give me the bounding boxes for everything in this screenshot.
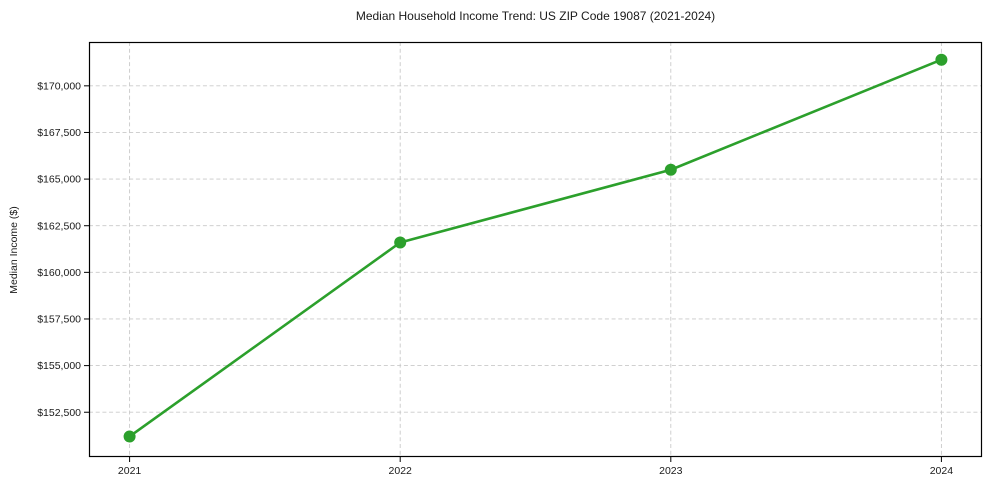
x-tick-label: 2023 <box>659 465 683 477</box>
y-tick-label: $152,500 <box>37 407 81 419</box>
x-tick-label: 2021 <box>118 465 142 477</box>
x-tick-label: 2022 <box>389 465 413 477</box>
y-tick-label: $157,500 <box>37 314 81 326</box>
chart-title: Median Household Income Trend: US ZIP Co… <box>355 9 716 23</box>
y-tick-label: $162,500 <box>37 220 81 232</box>
y-tick-label: $165,000 <box>37 174 81 186</box>
data-point <box>664 163 677 176</box>
trend-line <box>128 58 943 438</box>
x-tick-label: 2024 <box>930 465 954 477</box>
y-tick-label: $170,000 <box>37 80 81 92</box>
data-point <box>394 236 407 249</box>
y-tick-label: $160,000 <box>37 267 81 279</box>
data-point <box>123 430 136 443</box>
y-tick-label: $155,000 <box>37 360 81 372</box>
y-tick-label: $167,500 <box>37 127 81 139</box>
data-point <box>935 53 948 66</box>
plot-border <box>88 41 983 458</box>
